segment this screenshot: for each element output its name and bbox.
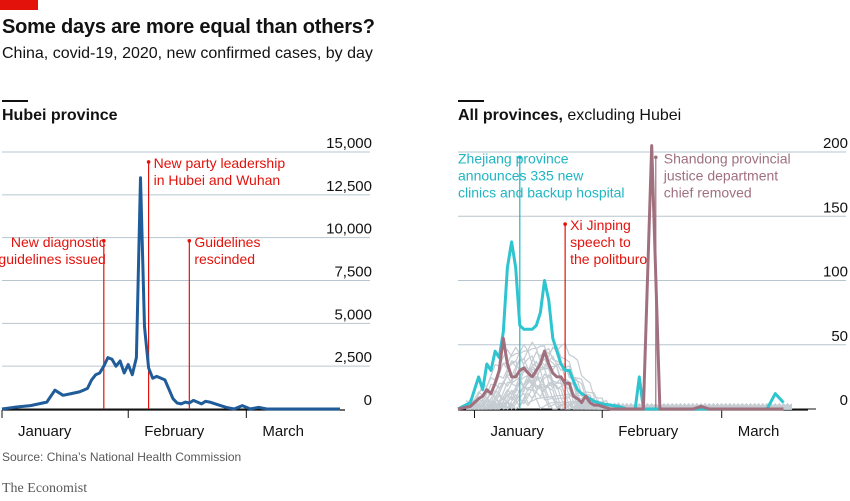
chart-subtitle: China, covid-19, 2020, new confirmed cas… bbox=[2, 45, 373, 62]
provinces-xtick-label: March bbox=[738, 423, 780, 440]
hubei-ytick-label: 0 bbox=[364, 392, 372, 409]
provinces-annotation-label: Shandong provincial bbox=[664, 150, 791, 166]
provinces-annotation-label: Xi Jinping bbox=[570, 217, 631, 233]
hubei-annotation-label: New diagnostic bbox=[11, 234, 106, 250]
provinces-ytick-label: 200 bbox=[823, 135, 848, 152]
hubei-xtick-label: February bbox=[144, 423, 205, 440]
left-panel-title: Hubei province bbox=[2, 107, 118, 124]
hubei-ytick-label: 2,500 bbox=[334, 349, 372, 366]
hubei-annotation-label: in Hubei and Wuhan bbox=[154, 172, 281, 188]
provinces-annotation-label: announces 335 new bbox=[458, 167, 584, 183]
provinces-ytick-label: 0 bbox=[840, 392, 848, 409]
provinces-annotation-label: justice department bbox=[663, 167, 779, 183]
hubei-xtick-label: January bbox=[18, 423, 72, 440]
right-panel-title: All provinces, excluding Hubei bbox=[458, 107, 682, 124]
hubei-ytick-label: 10,000 bbox=[326, 221, 372, 238]
hubei-annotation-label: guidelines issued bbox=[0, 251, 106, 267]
source-note: Source: China’s National Health Commissi… bbox=[2, 450, 242, 464]
hubei-ytick-label: 15,000 bbox=[326, 135, 372, 152]
brand-logo: The Economist bbox=[2, 481, 88, 496]
hubei-annotation-label: rescinded bbox=[194, 251, 255, 267]
provinces-xtick-label: February bbox=[618, 423, 679, 440]
provinces-annotation-dot bbox=[653, 155, 658, 160]
provinces-annotation-dot bbox=[518, 155, 522, 160]
hubei-annotation-dot bbox=[187, 239, 192, 243]
hubei-ytick-label: 5,000 bbox=[334, 306, 372, 323]
hubei-annotation-dot bbox=[102, 239, 106, 243]
provinces-annotation-label: the politburo bbox=[570, 251, 647, 267]
left-panel-rule bbox=[2, 100, 28, 102]
provinces-ytick-label: 100 bbox=[823, 264, 848, 281]
brand-flag bbox=[0, 0, 38, 10]
hubei-xtick-label: March bbox=[262, 423, 304, 440]
provinces-annotation-label: Zhejiang province bbox=[458, 150, 569, 166]
hubei-series-line bbox=[1, 176, 340, 411]
provinces-annotation-label: clinics and backup hospital bbox=[458, 184, 625, 200]
provinces-annotation-label: chief removed bbox=[664, 184, 752, 200]
hubei-ytick-label: 7,500 bbox=[334, 264, 372, 281]
hubei-annotation-label: New party leadership bbox=[154, 155, 286, 171]
hubei-annotation-label: Guidelines bbox=[194, 234, 260, 250]
provinces-ytick-label: 150 bbox=[823, 199, 848, 216]
hubei-ytick-label: 12,500 bbox=[326, 178, 372, 195]
right-panel-rule bbox=[458, 100, 484, 102]
provinces-xtick-label: January bbox=[490, 423, 544, 440]
shandong-series-line bbox=[457, 144, 784, 411]
chart-title: Some days are more equal than others? bbox=[2, 16, 375, 38]
hubei-annotation-dot bbox=[146, 160, 151, 164]
provinces-ytick-label: 50 bbox=[831, 328, 848, 345]
provinces-annotation-label: speech to bbox=[570, 234, 631, 250]
provinces-annotation-dot bbox=[563, 222, 567, 226]
